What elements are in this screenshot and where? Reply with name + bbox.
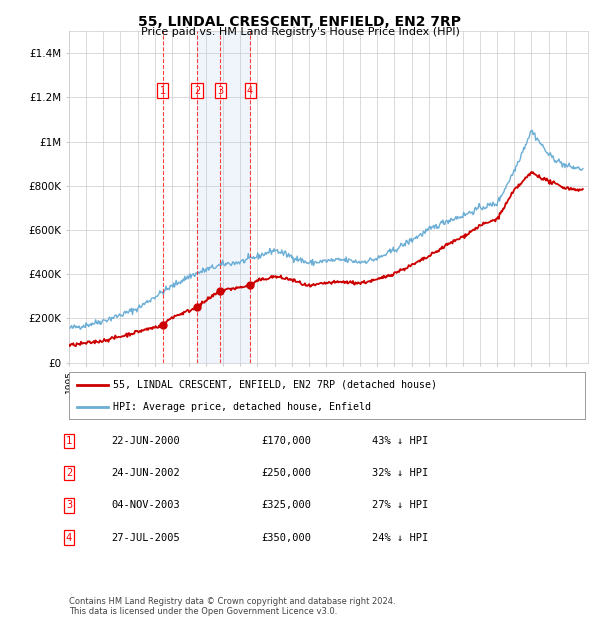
Text: 27-JUL-2005: 27-JUL-2005: [111, 533, 180, 542]
Text: 2: 2: [194, 86, 200, 95]
Text: 04-NOV-2003: 04-NOV-2003: [111, 500, 180, 510]
Text: Price paid vs. HM Land Registry's House Price Index (HPI): Price paid vs. HM Land Registry's House …: [140, 27, 460, 37]
Text: 3: 3: [217, 86, 223, 95]
Text: £170,000: £170,000: [261, 436, 311, 446]
Text: 55, LINDAL CRESCENT, ENFIELD, EN2 7RP: 55, LINDAL CRESCENT, ENFIELD, EN2 7RP: [139, 16, 461, 30]
Text: 27% ↓ HPI: 27% ↓ HPI: [372, 500, 428, 510]
Text: This data is licensed under the Open Government Licence v3.0.: This data is licensed under the Open Gov…: [69, 607, 337, 616]
Text: 43% ↓ HPI: 43% ↓ HPI: [372, 436, 428, 446]
Text: 3: 3: [66, 500, 72, 510]
Text: £250,000: £250,000: [261, 468, 311, 478]
Text: HPI: Average price, detached house, Enfield: HPI: Average price, detached house, Enfi…: [113, 402, 371, 412]
Text: 24-JUN-2002: 24-JUN-2002: [111, 468, 180, 478]
Text: 22-JUN-2000: 22-JUN-2000: [111, 436, 180, 446]
Text: 32% ↓ HPI: 32% ↓ HPI: [372, 468, 428, 478]
Text: 24% ↓ HPI: 24% ↓ HPI: [372, 533, 428, 542]
Text: 4: 4: [247, 86, 253, 95]
Text: £325,000: £325,000: [261, 500, 311, 510]
Text: Contains HM Land Registry data © Crown copyright and database right 2024.: Contains HM Land Registry data © Crown c…: [69, 597, 395, 606]
Text: £350,000: £350,000: [261, 533, 311, 542]
Text: 1: 1: [66, 436, 72, 446]
Text: 1: 1: [160, 86, 166, 95]
Text: 55, LINDAL CRESCENT, ENFIELD, EN2 7RP (detached house): 55, LINDAL CRESCENT, ENFIELD, EN2 7RP (d…: [113, 379, 437, 389]
Text: 4: 4: [66, 533, 72, 542]
Text: 2: 2: [66, 468, 72, 478]
Bar: [197, 31, 250, 363]
